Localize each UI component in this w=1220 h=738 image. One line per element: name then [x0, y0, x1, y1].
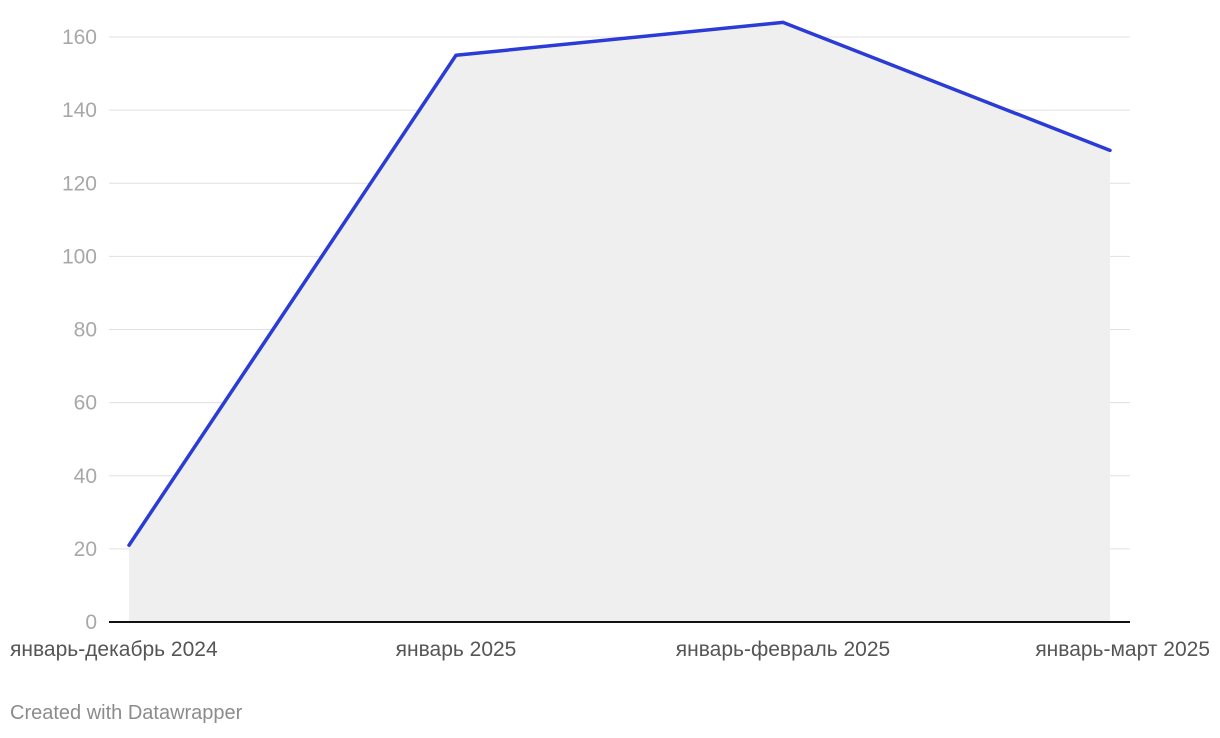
y-tick-label: 120: [62, 172, 97, 195]
series-layer: [127, 20, 1112, 547]
y-tick-label: 100: [62, 245, 97, 268]
y-tick-label: 60: [74, 392, 97, 415]
area-fill-layer: [129, 22, 1110, 622]
y-tick-label: 40: [74, 465, 97, 488]
y-tick-label: 140: [62, 99, 97, 122]
x-tick-label: январь-март 2025: [1035, 638, 1210, 661]
datawrapper-credit[interactable]: Created with Datawrapper: [10, 702, 243, 724]
y-tick-label: 80: [74, 319, 97, 342]
x-axis-ticks: январь-декабрь 2024 январь 2025 январь-фев…: [10, 638, 1210, 661]
series-line: [127, 20, 1112, 547]
y-axis-ticks: 0 20 40 60 80 100 120 140 160: [62, 26, 97, 634]
y-tick-label: 0: [85, 611, 97, 634]
area-fill: [129, 22, 1110, 622]
x-tick-label: январь 2025: [396, 638, 517, 661]
x-tick-label: январь-декабрь 2024: [10, 638, 218, 661]
y-tick-label: 20: [74, 538, 97, 561]
x-tick-label: январь-февраль 2025: [676, 638, 890, 661]
y-tick-label: 160: [62, 26, 97, 49]
